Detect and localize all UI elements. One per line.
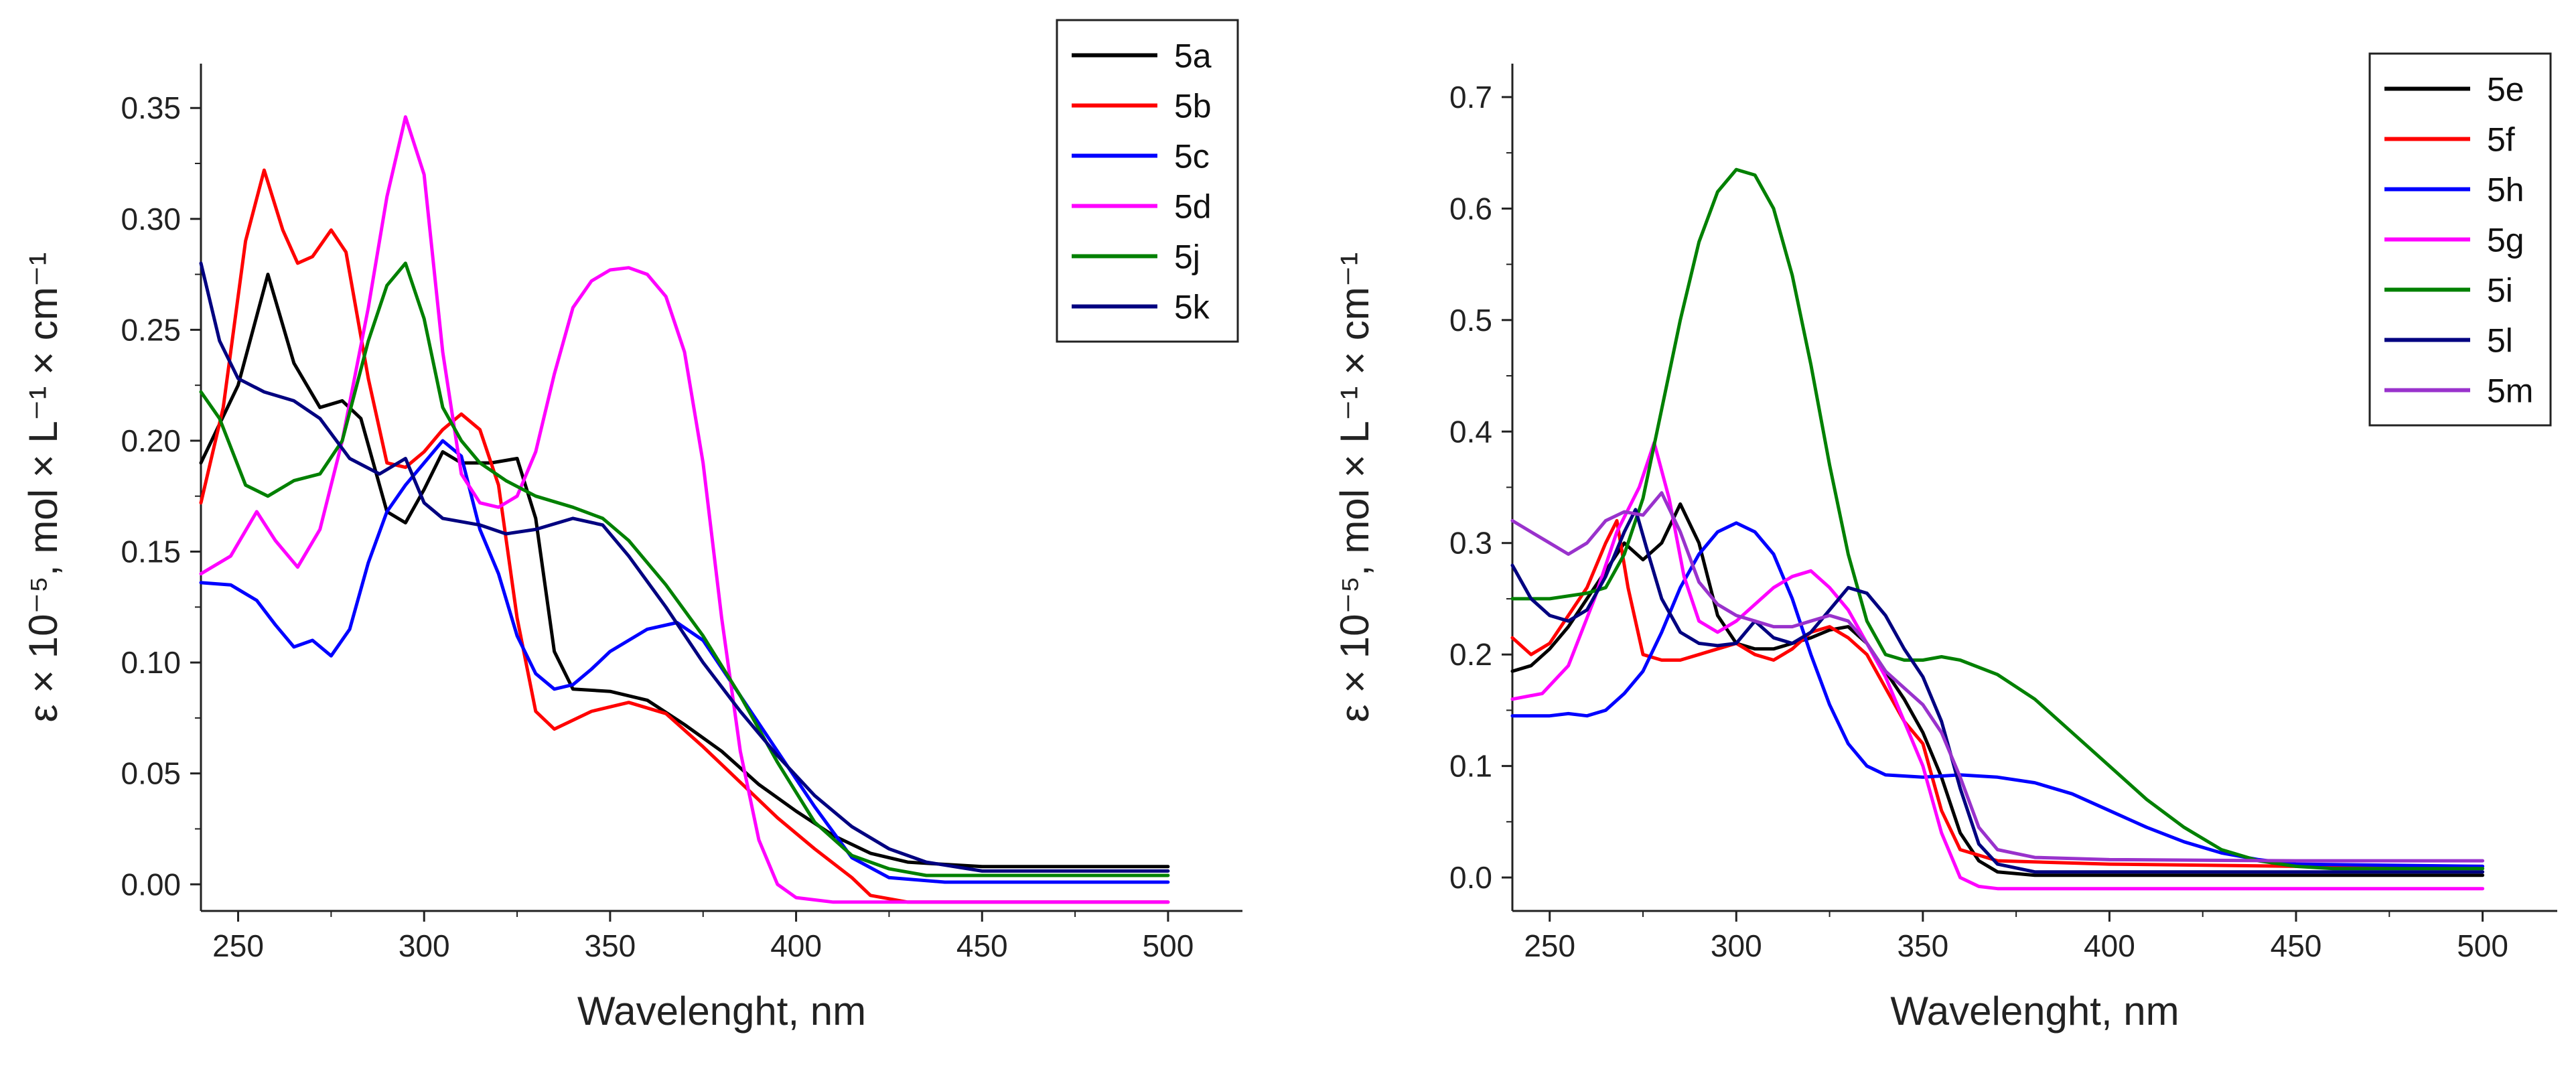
series-line-5m bbox=[1510, 491, 2485, 863]
legend-label-5m: 5m bbox=[2487, 372, 2533, 410]
x-tick-label: 500 bbox=[2457, 928, 2508, 963]
series-line-5c bbox=[199, 439, 1170, 884]
x-tick-label: 300 bbox=[1711, 928, 1762, 963]
y-tick-label: 0.3 bbox=[1449, 526, 1492, 561]
legend-label-5d: 5d bbox=[1174, 188, 1212, 226]
series-line-5d bbox=[199, 115, 1170, 904]
y-tick-label: 0.10 bbox=[121, 645, 181, 680]
legend-label-5j: 5j bbox=[1174, 238, 1200, 276]
y-axis-title: ε × 10⁻⁵, mol × L⁻¹ × cm⁻¹ bbox=[1332, 253, 1377, 723]
x-tick-label: 450 bbox=[956, 928, 1008, 963]
y-tick-label: 0.30 bbox=[121, 202, 181, 236]
legend-label-5c: 5c bbox=[1174, 138, 1210, 175]
x-tick-label: 350 bbox=[585, 928, 636, 963]
series-line-5i bbox=[1510, 167, 2485, 871]
legend-label-5h: 5h bbox=[2487, 171, 2524, 209]
right-chart-panel: 250 300 350 400 450 500 0.0 0.1 0.2 0.3 0.4 0.5 0.6 0… bbox=[1332, 52, 2557, 1034]
left-chart-panel: 250 300 350 400 450 500 0.00 0.05 0.10 0.15 0.20 0.… bbox=[21, 19, 1242, 1034]
series-line-5b bbox=[199, 168, 1170, 904]
legend-label-5a: 5a bbox=[1174, 38, 1212, 75]
series-line-5a bbox=[199, 273, 1170, 869]
legend-box bbox=[1056, 19, 1239, 343]
legend-label-5b: 5b bbox=[1174, 88, 1212, 125]
y-tick-label: 0.35 bbox=[121, 90, 181, 125]
series-line-5h bbox=[1510, 521, 2485, 868]
legend-label-5k: 5k bbox=[1174, 289, 1210, 326]
y-tick-label: 0.25 bbox=[121, 312, 181, 347]
legend-label-5g: 5g bbox=[2487, 222, 2524, 259]
y-tick-label: 0.7 bbox=[1449, 80, 1492, 115]
y-tick-label: 0.2 bbox=[1449, 637, 1492, 672]
y-tick-label: 0.1 bbox=[1449, 749, 1492, 784]
y-tick-label: 0.6 bbox=[1449, 191, 1492, 226]
x-tick-label: 300 bbox=[399, 928, 450, 963]
series-line-5l bbox=[1510, 508, 2485, 874]
series-line-5j bbox=[199, 261, 1170, 877]
x-tick-label: 250 bbox=[212, 928, 264, 963]
y-tick-label: 0.00 bbox=[121, 867, 181, 902]
y-tick-label: 0.0 bbox=[1449, 860, 1492, 895]
legend-label-5e: 5e bbox=[2487, 71, 2524, 109]
y-tick-label: 0.20 bbox=[121, 423, 181, 458]
series-line-5g bbox=[1510, 441, 2485, 891]
series-line-5k bbox=[199, 261, 1170, 873]
x-tick-label: 450 bbox=[2271, 928, 2322, 963]
legend-label-5l: 5l bbox=[2487, 322, 2513, 360]
x-tick-label: 250 bbox=[1524, 928, 1575, 963]
y-tick-label: 0.5 bbox=[1449, 303, 1492, 338]
y-tick-label: 0.4 bbox=[1449, 414, 1492, 449]
x-axis-title: Wavelenght, nm bbox=[1890, 989, 2179, 1034]
y-axis-title: ε × 10⁻⁵, mol × L⁻¹ × cm⁻¹ bbox=[21, 253, 66, 723]
x-tick-label: 400 bbox=[770, 928, 822, 963]
series-line-5f bbox=[1510, 518, 2485, 868]
y-tick-label: 0.15 bbox=[121, 535, 181, 569]
y-tick-label: 0.05 bbox=[121, 756, 181, 791]
x-tick-label: 400 bbox=[2084, 928, 2135, 963]
legend-label-5f: 5f bbox=[2487, 121, 2515, 159]
legend-label-5i: 5i bbox=[2487, 272, 2513, 309]
x-axis-title: Wavelenght, nm bbox=[577, 989, 866, 1034]
x-tick-label: 350 bbox=[1897, 928, 1948, 963]
x-tick-label: 500 bbox=[1143, 928, 1194, 963]
